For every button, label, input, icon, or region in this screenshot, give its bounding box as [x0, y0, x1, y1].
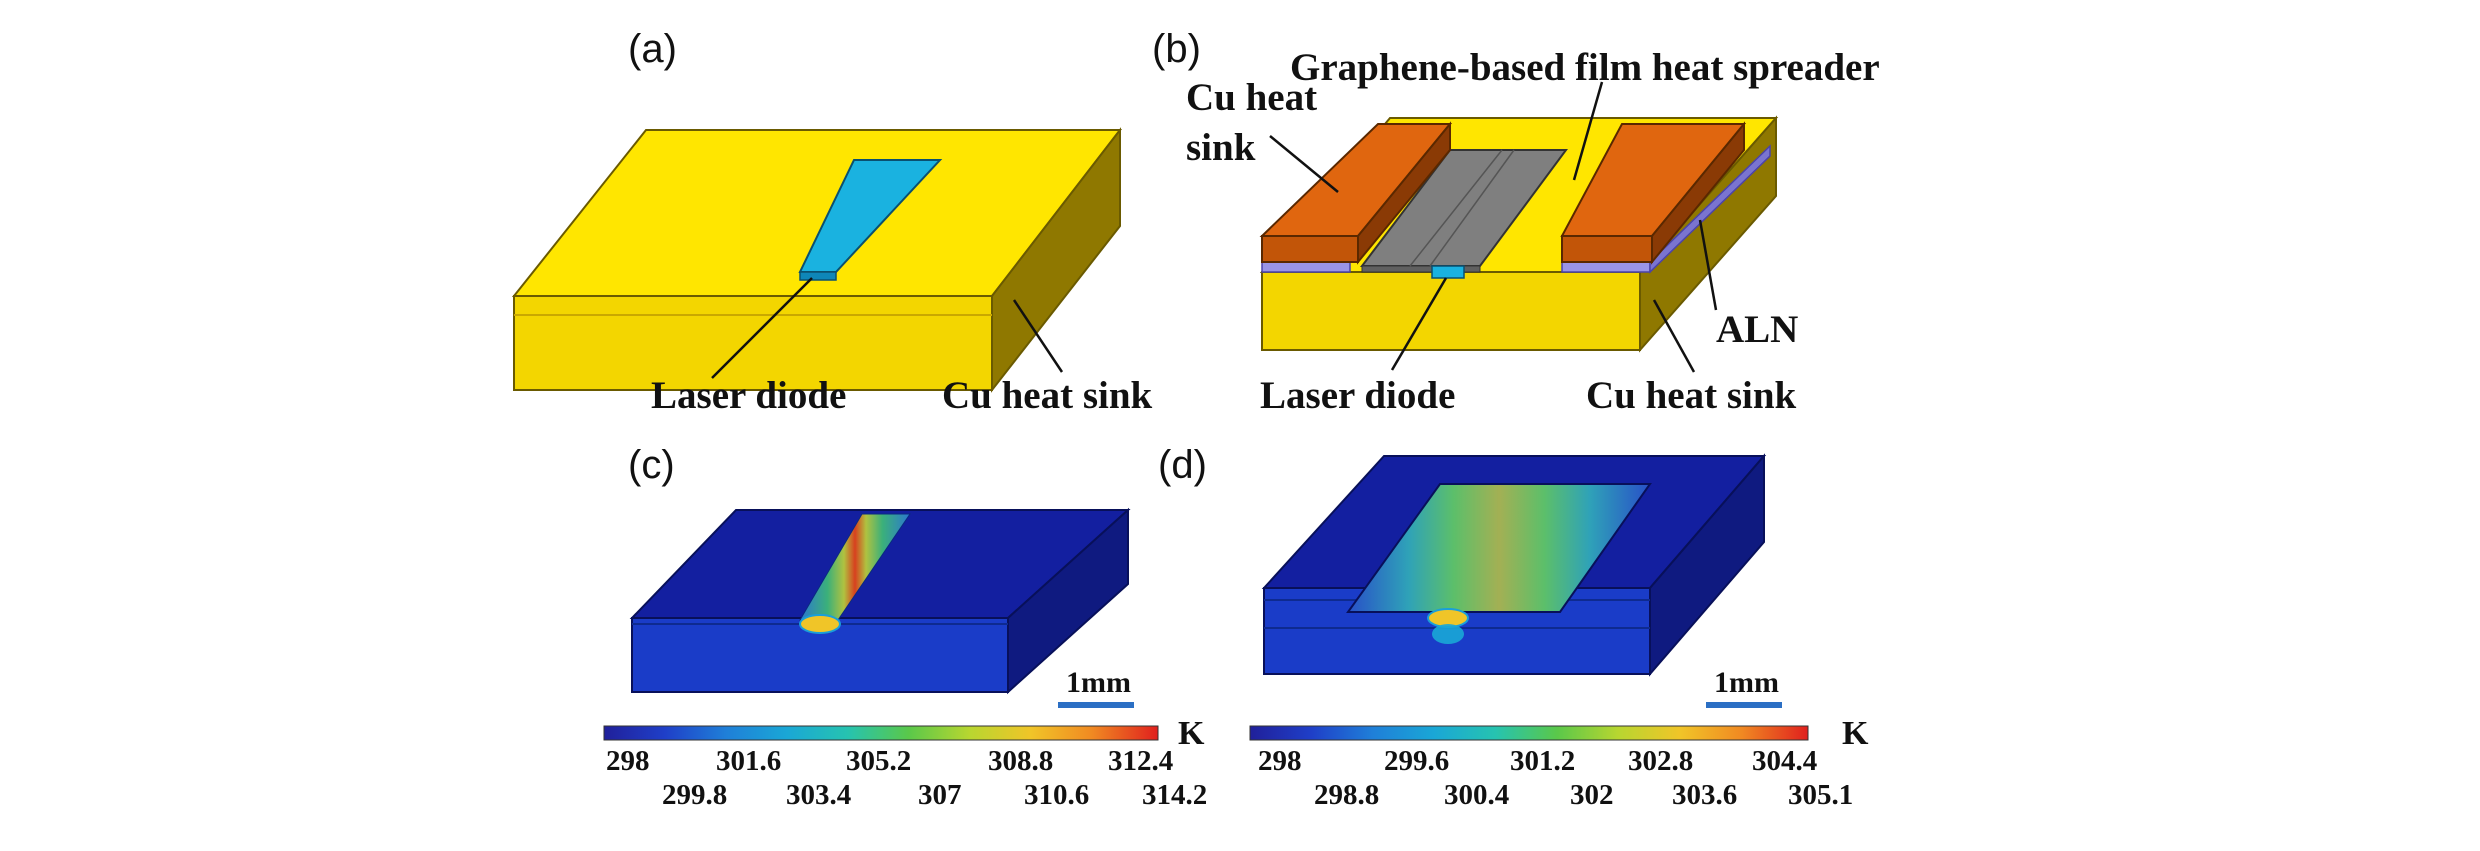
- panel-b-aln-left-front: [1261, 261, 1351, 273]
- panel-b-callout-cu-sink-line1: Cu heat: [1186, 76, 1317, 119]
- panel-d-tick-top-4: 304.4: [1752, 745, 1817, 777]
- panel-a: (a) Laser diode Cu heat sink: [511, 27, 1153, 417]
- panel-c-tick-top-1: 301.6: [716, 745, 781, 777]
- panel-b-lead-spreader: [1572, 81, 1604, 181]
- panel-b-graphene-line-2: [1429, 149, 1515, 267]
- panel-d-tick-top-2: 301.2: [1510, 745, 1575, 777]
- panel-d-tick-bottom-2: 302: [1570, 779, 1614, 811]
- panel-b-diode: [1431, 265, 1465, 279]
- panel-c-bottom-ticks: 299.8 303.4 307 310.6 314.2: [662, 779, 1207, 811]
- panel-d-tick-top-3: 302.8: [1628, 745, 1693, 777]
- panel-c-tick-bottom-2: 307: [918, 779, 962, 811]
- panel-d-block-side: [1649, 453, 1765, 677]
- panel-a-callout-laser-diode: Laser diode: [651, 374, 846, 417]
- panel-c: (c) 1mm K 298 301.6 305.2 308.8 312.4 29…: [603, 443, 1207, 811]
- panel-d-tick-bottom-0: 298.8: [1314, 779, 1379, 811]
- panel-a-lead-sink: [1012, 299, 1064, 373]
- panel-b-lead-base-sink: [1652, 299, 1696, 373]
- panel-d-hotspot-glow: [1432, 624, 1464, 644]
- panel-b-callout-cu-sink-line2: sink: [1186, 126, 1256, 169]
- panel-c-block-side: [1007, 507, 1129, 695]
- panel-c-top-ticks: 298 301.6 305.2 308.8 312.4: [606, 745, 1173, 777]
- panel-d-colorbar-unit: K: [1842, 715, 1869, 752]
- panel-b-callout-laser-diode: Laser diode: [1260, 374, 1455, 417]
- panel-c-scale-label: 1mm: [1066, 666, 1131, 699]
- panel-d-tick-bottom-1: 300.4: [1444, 779, 1509, 811]
- panel-d-tick-bottom-3: 303.6: [1672, 779, 1737, 811]
- panel-d-top-ticks: 298 299.6 301.2 302.8 304.4: [1258, 745, 1817, 777]
- panel-c-label: (c): [628, 443, 675, 487]
- panel-d-tick-bottom-4: 305.1: [1788, 779, 1853, 811]
- panel-a-lead-diode: [711, 277, 813, 379]
- panel-b-cu-left-side: [1357, 121, 1451, 265]
- panel-d-scale-label: 1mm: [1714, 666, 1779, 699]
- panel-b-callout-aln: ALN: [1716, 308, 1798, 351]
- panel-c-tick-top-4: 312.4: [1108, 745, 1173, 777]
- panel-c-tick-bottom-3: 310.6: [1024, 779, 1089, 811]
- panel-c-tick-bottom-1: 303.4: [786, 779, 851, 811]
- panel-c-hotspot: [799, 614, 841, 634]
- panel-b-callout-spreader: Graphene-based film heat spreader: [1290, 46, 1880, 89]
- panel-d-colorbar: [1249, 725, 1809, 741]
- panel-b-lead-aln: [1698, 219, 1718, 311]
- panel-d-spreader-thermal: [1346, 483, 1652, 613]
- panel-b-graphene-line-1: [1409, 149, 1503, 267]
- panel-b-aln-right-side: [1649, 144, 1771, 274]
- panel-c-tick-bottom-0: 299.8: [662, 779, 727, 811]
- panel-c-tick-top-3: 308.8: [988, 745, 1053, 777]
- panel-b: (b) Graphene-based film heat spreader Cu…: [1152, 27, 1880, 417]
- panel-d-tick-top-1: 299.6: [1384, 745, 1449, 777]
- panel-d: (d) 1mm K 298 299.6 301.2 302.8 304.4 29…: [1158, 443, 1869, 811]
- panel-c-tick-top-0: 298: [606, 745, 650, 777]
- panel-d-bottom-ticks: 298.8 300.4 302 303.6 305.1: [1314, 779, 1853, 811]
- panel-b-lead-diode: [1390, 277, 1448, 371]
- panel-a-sink-side: [991, 127, 1121, 393]
- panel-c-tick-bottom-4: 314.2: [1142, 779, 1207, 811]
- panel-b-callout-cu-heat-sink: Cu heat sink: [1586, 374, 1797, 417]
- panel-c-tick-top-2: 305.2: [846, 745, 911, 777]
- panel-c-colorbar-unit: K: [1178, 715, 1205, 752]
- panel-a-label: (a): [628, 27, 677, 71]
- panel-a-callout-cu-heat-sink: Cu heat sink: [942, 374, 1153, 417]
- panel-c-colorbar: [603, 725, 1159, 741]
- panel-d-scale-bar: [1706, 702, 1782, 708]
- panel-b-aln-right-front: [1561, 261, 1651, 273]
- panel-c-scale-bar: [1058, 702, 1134, 708]
- panel-b-cu-right-front: [1561, 235, 1653, 263]
- panel-b-cu-right-side: [1651, 121, 1745, 265]
- panel-b-cu-left-front: [1261, 235, 1359, 263]
- panel-b-label: (b): [1152, 27, 1201, 71]
- panel-b-sink-front: [1261, 271, 1641, 351]
- panel-b-lead-cu-sink: [1269, 135, 1339, 193]
- panel-d-label: (d): [1158, 443, 1207, 487]
- panel-a-diode-front: [799, 271, 837, 281]
- panel-d-tick-top-0: 298: [1258, 745, 1302, 777]
